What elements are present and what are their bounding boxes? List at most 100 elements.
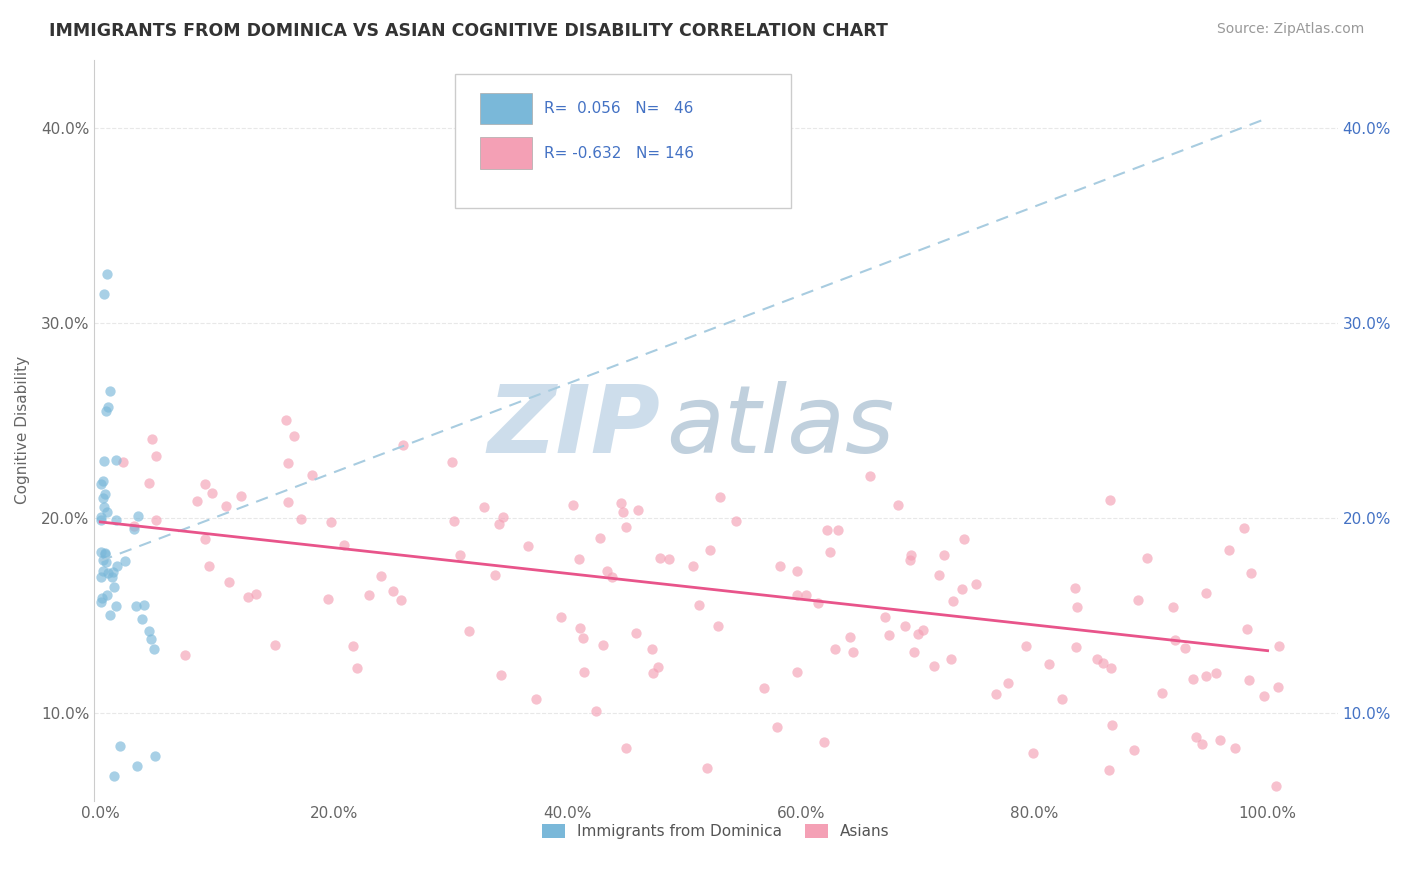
Point: [94, 403, 117, 417]
Point: [392, 438, 415, 452]
Point: [104, 599, 127, 613]
Point: [1101, 717, 1123, 731]
Point: [96, 555, 118, 569]
Point: [186, 494, 208, 508]
Point: [912, 623, 935, 637]
Point: [942, 594, 965, 608]
Point: [1195, 669, 1218, 683]
Point: [796, 588, 818, 602]
Point: [441, 455, 464, 469]
Point: [90, 591, 112, 605]
Point: [236, 590, 259, 604]
Point: [898, 553, 921, 567]
Point: [138, 624, 160, 639]
Point: [97, 400, 120, 414]
Point: [472, 500, 495, 515]
Point: [769, 558, 792, 573]
Point: [696, 761, 718, 775]
Point: [1122, 743, 1144, 757]
Point: [688, 598, 710, 612]
Point: [91, 491, 114, 505]
Point: [1184, 730, 1206, 744]
Point: [924, 659, 946, 673]
Point: [561, 498, 583, 512]
Point: [127, 758, 149, 772]
Point: [201, 486, 224, 500]
Point: [1091, 656, 1114, 670]
Point: [572, 665, 595, 679]
Point: [1128, 592, 1150, 607]
Point: [1164, 632, 1187, 647]
Point: [290, 512, 312, 526]
Point: [815, 523, 838, 537]
Point: [842, 645, 865, 659]
Point: [488, 516, 510, 531]
Point: [1099, 661, 1122, 675]
Point: [90, 545, 112, 559]
Point: [786, 564, 808, 578]
Point: [131, 612, 153, 626]
Point: [786, 588, 808, 602]
Point: [1225, 740, 1247, 755]
Text: R=  0.056   N=   46: R= 0.056 N= 46: [544, 101, 695, 116]
Point: [682, 559, 704, 574]
Point: [641, 642, 664, 657]
Point: [612, 505, 634, 519]
Point: [194, 532, 217, 546]
Point: [614, 520, 637, 534]
Point: [1038, 657, 1060, 671]
Point: [1182, 672, 1205, 686]
Point: [90, 513, 112, 527]
Point: [138, 476, 160, 491]
Point: [965, 577, 987, 591]
Point: [194, 477, 217, 491]
Point: [752, 681, 775, 695]
Point: [145, 449, 167, 463]
Point: [903, 645, 925, 659]
Point: [141, 433, 163, 447]
Point: [484, 568, 506, 582]
Point: [550, 610, 572, 624]
Point: [1161, 599, 1184, 614]
Point: [1195, 586, 1218, 600]
Point: [709, 490, 731, 504]
Point: [1240, 566, 1263, 580]
Point: [96, 505, 118, 519]
Point: [274, 413, 297, 427]
Point: [894, 619, 917, 633]
Point: [839, 630, 862, 644]
Point: [1174, 641, 1197, 656]
Point: [277, 494, 299, 508]
Legend: Immigrants from Dominica, Asians: Immigrants from Dominica, Asians: [536, 818, 896, 845]
Point: [517, 539, 540, 553]
Point: [457, 624, 479, 638]
Point: [283, 429, 305, 443]
Text: R= -0.632   N= 146: R= -0.632 N= 146: [544, 145, 695, 161]
Point: [1236, 622, 1258, 636]
Point: [813, 735, 835, 749]
Point: [1233, 521, 1256, 535]
Point: [94, 547, 117, 561]
Point: [93, 454, 115, 468]
Point: [595, 564, 617, 578]
Point: [443, 514, 465, 528]
Point: [264, 638, 287, 652]
Point: [614, 741, 637, 756]
Point: [1218, 543, 1240, 558]
Point: [94, 546, 117, 560]
Point: [939, 652, 962, 666]
Point: [699, 543, 721, 558]
Point: [108, 739, 131, 754]
Point: [1063, 581, 1085, 595]
Point: [1098, 764, 1121, 778]
Point: [1239, 673, 1261, 687]
Point: [370, 569, 392, 583]
Point: [1015, 639, 1038, 653]
Point: [1021, 746, 1043, 760]
Point: [524, 692, 547, 706]
Y-axis label: Cognitive Disability: Cognitive Disability: [15, 356, 30, 504]
Point: [215, 500, 238, 514]
Point: [132, 599, 155, 613]
Point: [93, 487, 115, 501]
Point: [1066, 640, 1088, 655]
